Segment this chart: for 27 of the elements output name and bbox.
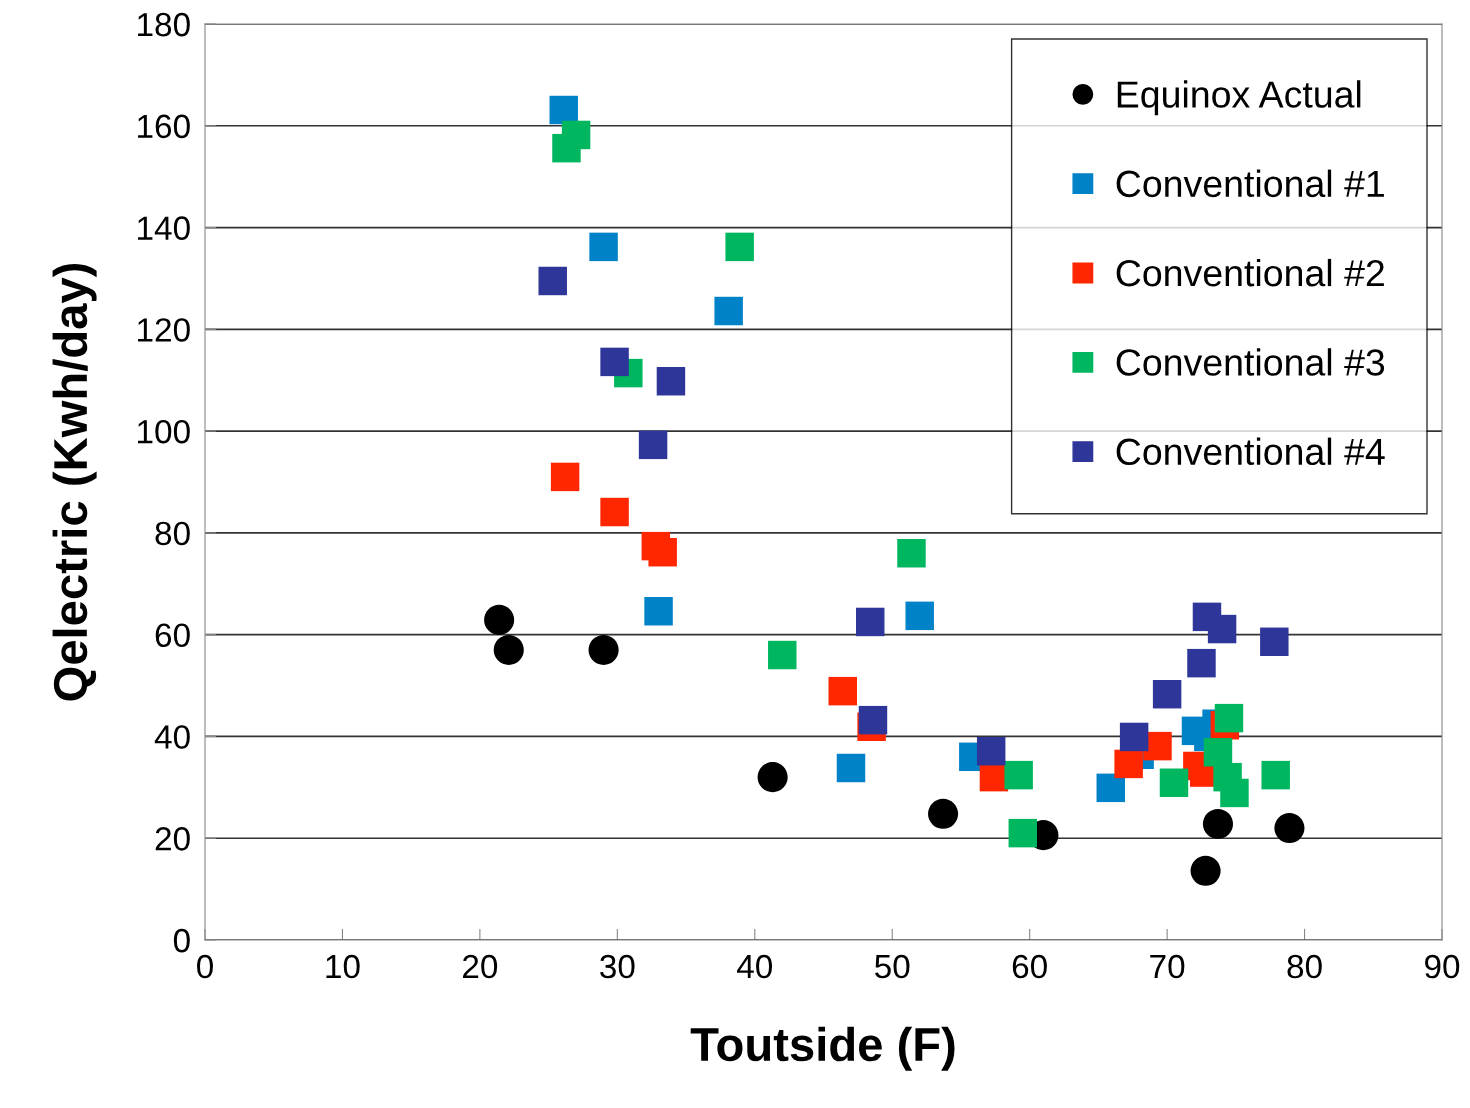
y-tick-label: 100	[138, 419, 190, 444]
x-tick-label: 0	[197, 954, 213, 979]
y-tick-label: 60	[155, 623, 190, 648]
x-axis-title: Toutside (F)	[690, 1026, 955, 1071]
y-tick-label: 80	[155, 521, 190, 546]
y-tick-label: 120	[138, 318, 190, 342]
x-tick-label: 90	[1425, 954, 1460, 979]
y-tick-label: 20	[155, 827, 190, 851]
x-tick-label: 80	[1287, 954, 1322, 979]
x-tick-label: 40	[737, 954, 773, 979]
legend-label: Conventional #1	[1116, 169, 1384, 198]
x-tick-label: 10	[326, 954, 360, 979]
x-tick-label: 70	[1150, 954, 1185, 979]
x-tick-label: 50	[875, 954, 910, 979]
y-tick-label: 140	[138, 216, 190, 240]
y-tick-label: 160	[138, 114, 190, 139]
y-tick-label: 180	[138, 12, 190, 37]
legend-label: Conventional #2	[1116, 258, 1384, 287]
y-tick-label: 40	[154, 725, 190, 749]
legend-label: Conventional #3	[1116, 348, 1385, 376]
x-tick-label: 60	[1012, 954, 1047, 979]
legend-label: Equinox Actual	[1117, 80, 1361, 116]
x-tick-label: 20	[463, 954, 498, 979]
x-tick-label: 30	[600, 954, 635, 979]
legend-label: Conventional #4	[1116, 437, 1385, 466]
y-axis-title: Qelectric (Kwh/day)	[52, 263, 97, 701]
y-tick-label: 0	[173, 928, 190, 953]
